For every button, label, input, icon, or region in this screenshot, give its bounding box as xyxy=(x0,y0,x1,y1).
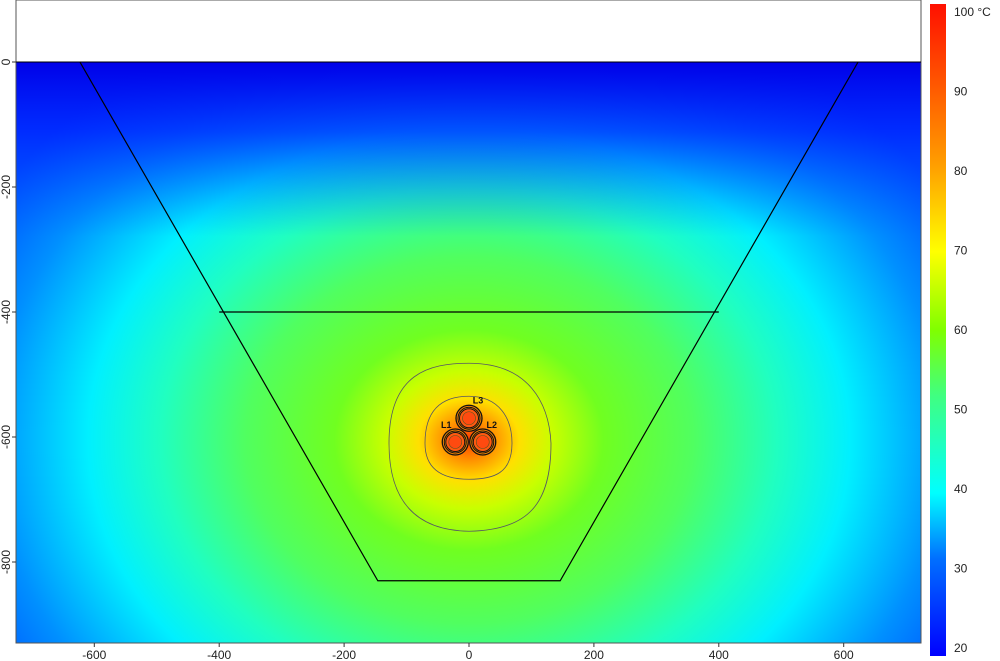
colorbar-tick-label: 40 xyxy=(954,482,968,496)
cable-l3: L3 xyxy=(455,395,484,432)
cable-l1: L1 xyxy=(441,420,469,456)
colorbar-tick-label: 50 xyxy=(954,403,968,417)
colorbar xyxy=(930,4,946,656)
x-tick-label: -400 xyxy=(207,648,231,661)
trench-outline xyxy=(79,61,859,582)
cable-conductor xyxy=(448,435,463,449)
cable-label: L3 xyxy=(473,395,484,405)
x-tick-label: -600 xyxy=(82,648,106,661)
x-tick-label: 0 xyxy=(466,648,473,661)
isotherm-contour-outer xyxy=(388,362,552,532)
y-tick-label: 0 xyxy=(0,58,13,65)
cable-label: L1 xyxy=(441,420,452,430)
colorbar-tick-label: 90 xyxy=(954,85,968,99)
x-tick-label: 200 xyxy=(584,648,604,661)
y-tick-label: -600 xyxy=(0,425,13,449)
x-tick-label: 400 xyxy=(709,648,729,661)
colorbar-tick-label: 70 xyxy=(954,244,968,258)
colorbar-tick-label: 30 xyxy=(954,562,968,576)
cable-label: L2 xyxy=(486,420,497,430)
isotherm-contour-inner xyxy=(424,395,513,480)
cable-screen xyxy=(471,430,495,454)
cable-l2: L2 xyxy=(469,420,497,456)
y-tick-label: -200 xyxy=(0,175,13,199)
cable-screen xyxy=(457,406,481,430)
colorbar-tick-label: 20 xyxy=(954,641,968,655)
cable-screen xyxy=(443,430,467,454)
colorbar-tick-label: 80 xyxy=(954,164,968,178)
x-tick-label: 600 xyxy=(834,648,854,661)
colorbar-tick-label: 100 °C xyxy=(954,5,991,19)
surface-cooling-layer xyxy=(16,62,921,643)
air-region xyxy=(16,0,921,62)
y-tick-label: -800 xyxy=(0,550,13,574)
cable-conductor xyxy=(462,411,476,426)
colorbar-tick-label: 60 xyxy=(954,323,968,337)
x-tick-label: -200 xyxy=(332,648,356,661)
cable-conductor xyxy=(475,435,490,449)
y-tick-label: -400 xyxy=(0,300,13,324)
